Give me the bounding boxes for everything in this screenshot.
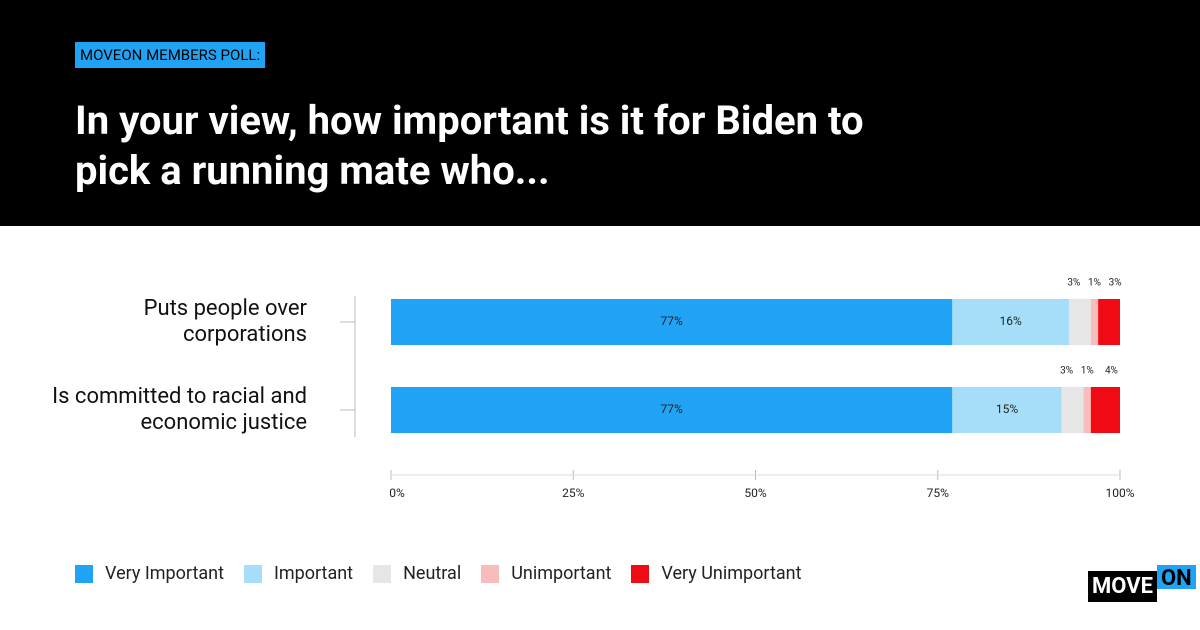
legend-swatch <box>481 564 500 583</box>
bar-segment <box>1061 387 1084 433</box>
legend-item: Neutral <box>373 563 461 584</box>
chart-title: In your view, how important is it for Bi… <box>75 97 864 194</box>
bar-segment <box>952 387 1062 433</box>
x-tick-label: 75% <box>927 486 949 500</box>
legend-label: Very Unimportant <box>661 563 802 584</box>
bar-segment <box>1098 299 1120 345</box>
x-tick-label: 0% <box>389 486 405 500</box>
legend-swatch <box>631 564 650 583</box>
x-tick-label: 100% <box>1105 486 1134 500</box>
legend-item: Unimportant <box>481 563 611 584</box>
legend-label: Very Important <box>105 563 224 584</box>
y-tick-label: Puts people over corporations <box>143 296 307 347</box>
data-label: 3% <box>1060 366 1073 377</box>
bar-segment <box>391 387 953 433</box>
logo-left: MOVE <box>1088 571 1157 602</box>
kicker: MOVEON MEMBERS POLL: <box>75 42 266 68</box>
y-tick-label: Is committed to racial and economic just… <box>52 384 307 435</box>
data-label: 1% <box>1088 278 1101 289</box>
legend-swatch <box>373 564 392 583</box>
bar-segment <box>1083 387 1091 433</box>
bar-segment <box>1090 299 1099 345</box>
legend: Very Important Important Neutral Unimportan… <box>75 563 801 584</box>
data-label: 16% <box>1000 314 1022 328</box>
header: MOVEON MEMBERS POLL: In your view, how i… <box>0 0 1200 226</box>
data-label: 4% <box>1105 366 1118 377</box>
data-label: 15% <box>996 402 1018 416</box>
legend-label: Neutral <box>403 563 462 584</box>
logo-right: ON <box>1156 565 1196 591</box>
logo: MOVE ON <box>1088 565 1196 602</box>
legend-item: Very Important <box>75 563 224 584</box>
x-tick-label: 50% <box>744 486 766 500</box>
data-label: 3% <box>1109 278 1122 289</box>
data-label: 77% <box>661 402 683 416</box>
legend-label: Unimportant <box>511 563 612 584</box>
data-label: 3% <box>1067 278 1080 289</box>
legend-swatch <box>243 564 262 583</box>
data-label: 77% <box>661 314 683 328</box>
legend-label: Important <box>273 563 354 584</box>
bar-segment <box>1090 387 1120 433</box>
bar-segment <box>952 299 1069 345</box>
legend-item: Important <box>243 563 354 584</box>
bar-segment <box>1068 299 1091 345</box>
x-tick-label: 25% <box>562 486 584 500</box>
legend-swatch <box>75 564 93 583</box>
legend-item: Very Unimportant <box>631 563 801 584</box>
bar-segment <box>391 299 953 345</box>
data-label: 1% <box>1081 366 1094 377</box>
